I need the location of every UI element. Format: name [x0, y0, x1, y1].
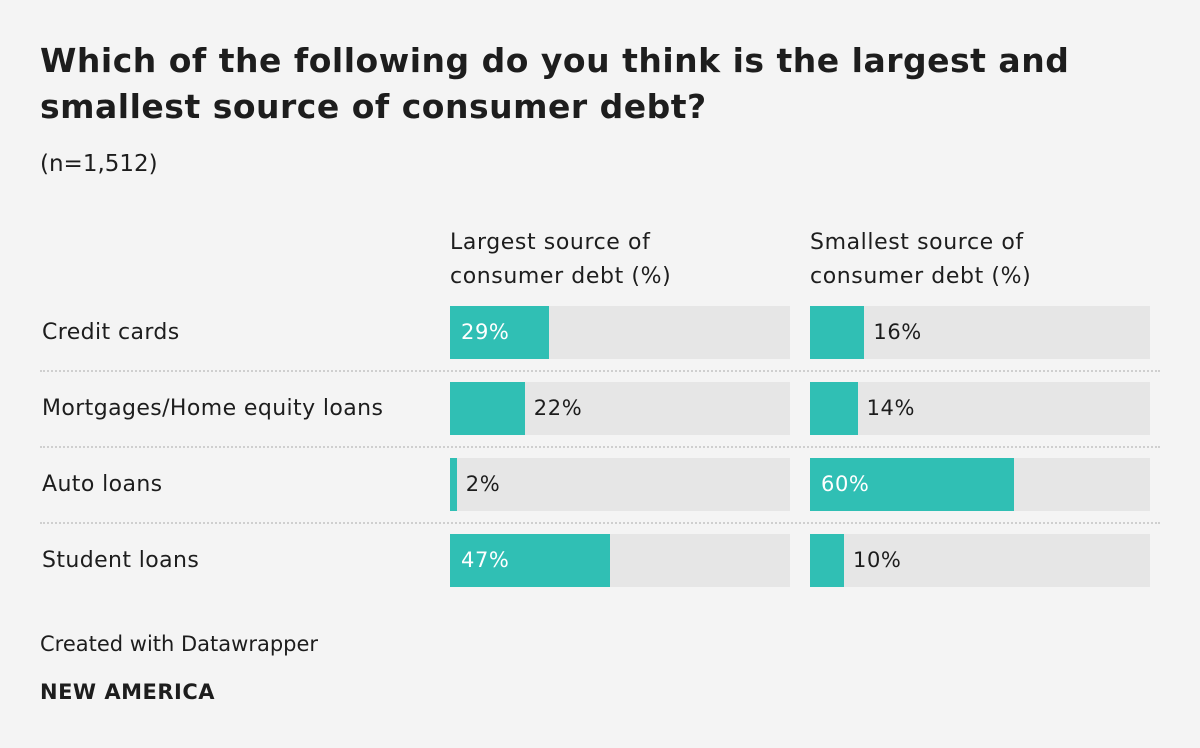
- bar: [450, 306, 549, 359]
- column-header: Largest source of consumer debt (%): [450, 230, 672, 289]
- value-label: 22%: [533, 396, 583, 420]
- row-separator: [40, 370, 1160, 372]
- bar-track: [810, 306, 1150, 359]
- bar-track: [450, 458, 790, 511]
- row-label: Student loans: [42, 548, 200, 573]
- bar-track: [810, 382, 1150, 435]
- bar: [450, 382, 525, 435]
- bar: [810, 534, 844, 587]
- bar: [810, 458, 1014, 511]
- chart-subtitle: (n=1,512): [40, 151, 158, 177]
- value-label: 10%: [853, 548, 902, 572]
- credit: Created with Datawrapper: [40, 632, 319, 656]
- value-label: 2%: [465, 472, 501, 496]
- chart-title: Which of the following do you think is t…: [40, 41, 1070, 126]
- row-label: Auto loans: [42, 472, 163, 497]
- row-label: Credit cards: [42, 320, 180, 345]
- value-label: 60%: [821, 472, 870, 496]
- bar: [450, 534, 610, 587]
- row-label: Mortgages/Home equity loans: [42, 396, 384, 421]
- value-label: 16%: [873, 320, 922, 344]
- value-label: 29%: [461, 320, 510, 344]
- row-separator: [40, 522, 1160, 524]
- bar: [810, 306, 865, 359]
- row-separator: [40, 446, 1160, 448]
- bar-track: [810, 534, 1150, 587]
- value-label: 14%: [866, 396, 916, 420]
- bar: [450, 458, 457, 511]
- value-label: 47%: [461, 548, 510, 572]
- brand: NEW AMERICA: [40, 680, 216, 704]
- column-header: Smallest source of consumer debt (%): [810, 230, 1032, 289]
- bar: [810, 382, 858, 435]
